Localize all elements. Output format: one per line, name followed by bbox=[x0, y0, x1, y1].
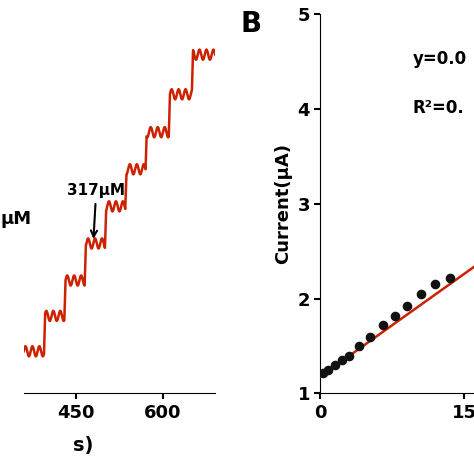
Point bbox=[431, 281, 439, 288]
Point bbox=[355, 342, 363, 350]
Point bbox=[324, 366, 332, 374]
Text: y=0.0: y=0.0 bbox=[412, 49, 466, 67]
Text: R²=0.: R²=0. bbox=[412, 99, 464, 117]
Point bbox=[379, 321, 386, 329]
Point bbox=[403, 302, 410, 310]
Point bbox=[366, 333, 374, 340]
Point bbox=[392, 312, 399, 319]
Point bbox=[417, 290, 425, 298]
Point bbox=[446, 274, 454, 282]
Point bbox=[346, 352, 353, 359]
Y-axis label: Current(μA): Current(μA) bbox=[274, 143, 292, 264]
Text: s): s) bbox=[73, 436, 93, 455]
Text: μM: μM bbox=[1, 210, 32, 228]
Point bbox=[338, 356, 346, 364]
Point bbox=[331, 361, 338, 369]
Text: 317μM: 317μM bbox=[67, 183, 125, 237]
Text: B: B bbox=[240, 10, 261, 38]
Point bbox=[319, 369, 327, 376]
